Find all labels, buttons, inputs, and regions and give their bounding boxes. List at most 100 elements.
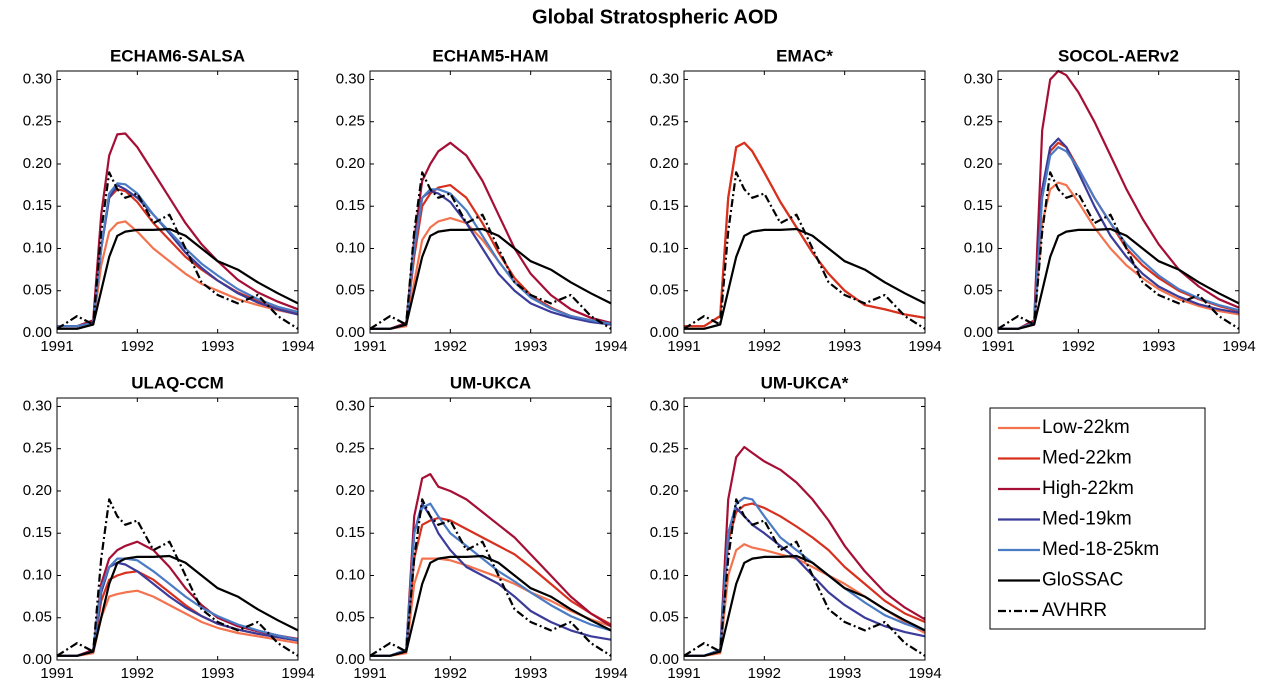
x-tick-label: 1994 [908,338,941,355]
plot-frame [369,70,612,334]
panel-title: ECHAM5-HAM [432,46,548,65]
series-line [684,141,926,328]
plot-frame [369,397,612,661]
y-tick-label: 0.05 [650,609,679,626]
y-tick-label: 0.10 [23,566,52,583]
y-tick-label: 0.00 [650,651,679,668]
y-tick-label: 0.05 [650,282,679,299]
x-tick-label: 1991 [353,665,386,682]
y-tick-label: 0.00 [23,651,52,668]
x-tick-label: 1992 [434,338,467,355]
y-tick-label: 0.25 [336,440,365,457]
series-line [370,227,612,330]
x-tick-label: 1993 [201,665,234,682]
x-tick-label: 1994 [1222,338,1255,355]
x-tick-label: 1991 [981,338,1014,355]
y-tick-label: 0.00 [336,651,365,668]
x-tick-label: 1992 [434,665,467,682]
panel: ECHAM5-HAM 0.00 0.05 0.10 0.15 0.20 0.25 0.30 19… [336,46,628,354]
x-tick-label: 1994 [594,338,627,355]
y-tick-label: 0.30 [336,397,365,414]
panel: UM-UKCA* 0.00 0.05 0.10 0.15 0.20 0.25 0.30 1991… [650,373,942,681]
series-line [370,557,612,657]
y-tick-label: 0.30 [23,397,52,414]
series-line [684,554,926,657]
y-tick-label: 0.20 [336,155,365,172]
y-tick-label: 0.20 [23,155,52,172]
y-tick-label: 0.15 [23,524,52,541]
y-tick-label: 0.25 [650,440,679,457]
series-line [57,184,299,328]
x-tick-label: 1991 [667,338,700,355]
y-tick-label: 0.05 [336,282,365,299]
y-tick-label: 0.10 [23,239,52,256]
panel: EMAC* 0.00 0.05 0.10 0.15 0.20 0.25 0.30 1991 199… [650,46,942,354]
series-line [57,557,299,657]
legend: Low-22km Med-22km High-22km Med-19km Med-18-… [989,407,1206,630]
panel-title: UM-UKCA* [761,373,849,392]
y-tick-label: 0.00 [650,324,679,341]
panel-title: SOCOL-AERv2 [1058,46,1179,65]
panel-title: UM-UKCA [450,373,531,392]
legend-label: Med-19km [1042,509,1132,530]
y-tick-label: 0.10 [650,566,679,583]
panel: SOCOL-AERv2 0.00 0.05 0.10 0.15 0.20 0.25 0.30 1… [964,46,1256,354]
x-tick-label: 1993 [828,665,861,682]
x-tick-label: 1993 [514,665,547,682]
y-tick-label: 0.15 [336,197,365,214]
y-tick-label: 0.20 [650,155,679,172]
plot-frame [683,70,926,334]
panel-title: ECHAM6-SALSA [110,46,245,65]
y-tick-label: 0.30 [336,70,365,87]
x-tick-label: 1992 [121,665,154,682]
panel-title: EMAC* [776,46,833,65]
series-line [998,146,1240,330]
y-tick-label: 0.00 [964,324,993,341]
y-tick-label: 0.05 [23,282,52,299]
y-tick-label: 0.05 [964,282,993,299]
plot-frame [683,397,926,661]
y-tick-label: 0.20 [23,482,52,499]
x-tick-label: 1991 [353,338,386,355]
figure-title: Global Stratospheric AOD [532,6,778,28]
x-tick-label: 1992 [1062,338,1095,355]
y-tick-label: 0.10 [650,239,679,256]
x-tick-label: 1994 [281,338,314,355]
y-tick-label: 0.15 [336,524,365,541]
y-tick-label: 0.25 [964,113,993,130]
x-tick-label: 1992 [748,665,781,682]
panel: ULAQ-CCM 0.00 0.05 0.10 0.15 0.20 0.25 0.30 1991… [23,373,315,681]
series-line [57,220,299,328]
plot-frame [56,397,299,661]
y-tick-label: 0.25 [23,113,52,130]
series-line [684,445,926,657]
y-tick-label: 0.30 [650,70,679,87]
legend-label: Med-18-25km [1042,539,1159,560]
y-tick-label: 0.05 [336,609,365,626]
y-tick-label: 0.10 [964,239,993,256]
legend-label: High-22km [1042,478,1134,499]
x-tick-label: 1993 [1142,338,1175,355]
y-tick-label: 0.15 [964,197,993,214]
series-line [998,181,1240,330]
series-line [57,554,299,657]
y-tick-label: 0.10 [336,566,365,583]
y-tick-label: 0.30 [964,70,993,87]
plot-frame [997,70,1240,334]
series-line [370,189,612,330]
y-tick-label: 0.15 [650,524,679,541]
legend-label: Med-22km [1042,448,1132,469]
legend-label: GloSSAC [1042,570,1123,591]
x-tick-label: 1992 [121,338,154,355]
y-tick-label: 0.00 [23,324,52,341]
x-tick-label: 1993 [514,338,547,355]
legend-label: AVHRR [1042,600,1107,621]
series-line [370,502,612,657]
x-tick-label: 1991 [667,665,700,682]
y-tick-label: 0.05 [23,609,52,626]
x-tick-label: 1994 [281,665,314,682]
y-tick-label: 0.10 [336,239,365,256]
y-tick-label: 0.15 [650,197,679,214]
